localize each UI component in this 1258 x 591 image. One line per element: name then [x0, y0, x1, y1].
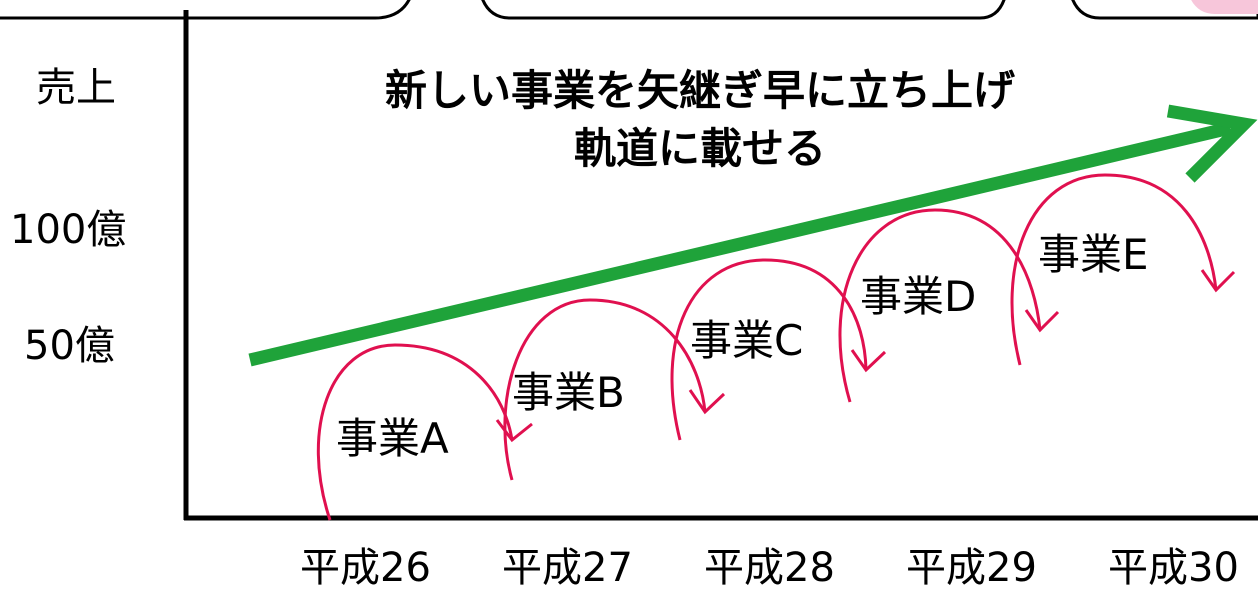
business-arc-a: [316, 343, 533, 521]
y-tick-100: 100億: [10, 207, 127, 253]
growth-arrow-head: [1166, 104, 1258, 183]
headline: 新しい事業を矢継ぎ早に立ち上げ 軌道に載せる: [250, 62, 1150, 178]
business-arc-c: [670, 258, 887, 441]
business-label-c: 事業C: [690, 316, 804, 365]
business-arc-e: [1010, 173, 1236, 366]
top-box-left: [0, 0, 411, 20]
business-label-b: 事業B: [512, 368, 625, 417]
x-tick-h26: 平成26: [300, 545, 431, 591]
growth-arrow-shaft: [248, 121, 1232, 367]
x-tick-h27: 平成27: [502, 545, 633, 591]
x-tick-h29: 平成29: [906, 545, 1037, 591]
headline-line2: 軌道に載せる: [573, 124, 826, 173]
top-box-right-pink: [1191, 0, 1258, 14]
business-label-a: 事業A: [336, 414, 449, 463]
x-tick-h30: 平成30: [1108, 545, 1239, 591]
business-label-e: 事業E: [1038, 230, 1149, 279]
y-tick-50: 50億: [24, 323, 115, 369]
top-box-middle: [481, 0, 1006, 20]
business-label-d: 事業D: [860, 272, 977, 321]
y-axis-title: 売上: [36, 65, 116, 111]
x-tick-h28: 平成28: [704, 545, 835, 591]
business-arc-d: [838, 208, 1060, 403]
headline-line1: 新しい事業を矢継ぎ早に立ち上げ: [384, 66, 1015, 115]
business-arc-b: [503, 298, 726, 481]
